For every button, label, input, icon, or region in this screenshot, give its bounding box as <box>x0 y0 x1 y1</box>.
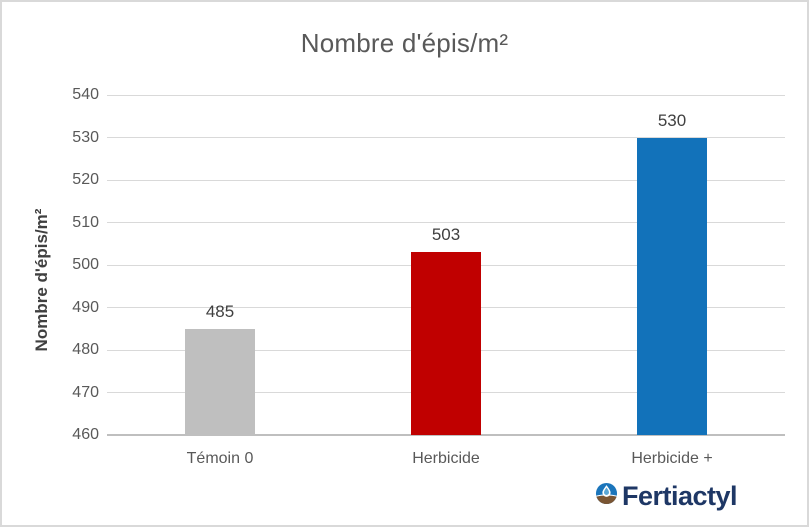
chart-title: Nombre d'épis/m² <box>300 28 509 58</box>
gridline <box>107 179 785 181</box>
globe-droplet-soil-icon <box>595 482 618 510</box>
x-axis-line <box>107 434 785 436</box>
gridline <box>107 94 785 96</box>
y-tick-label: 460 <box>72 426 99 443</box>
fertiactyl-logo-text: Fertiactyl <box>622 481 738 511</box>
y-tick-label: 530 <box>72 128 99 146</box>
y-tick-label: 510 <box>72 213 99 231</box>
gridline <box>107 137 785 138</box>
x-category-label: Herbicide + <box>631 450 713 467</box>
gridline <box>107 222 785 223</box>
y-tick-label: 480 <box>72 341 99 358</box>
fertiactyl-logo: Fertiactyl <box>595 481 738 511</box>
y-tick-label: 490 <box>72 298 99 316</box>
y-tick-label: 540 <box>72 86 99 103</box>
y-tick-label: 500 <box>72 256 99 273</box>
x-category-label: Témoin 0 <box>186 450 254 467</box>
bar <box>637 137 707 435</box>
bar-value-label: 485 <box>205 301 235 321</box>
x-category-label: Herbicide <box>412 450 480 467</box>
bar-value-label: 530 <box>657 110 687 130</box>
y-tick-label: 470 <box>72 383 99 401</box>
bar <box>185 328 255 435</box>
bar <box>411 252 481 435</box>
bar-value-label: 503 <box>431 225 461 245</box>
y-tick-label: 520 <box>72 171 99 188</box>
